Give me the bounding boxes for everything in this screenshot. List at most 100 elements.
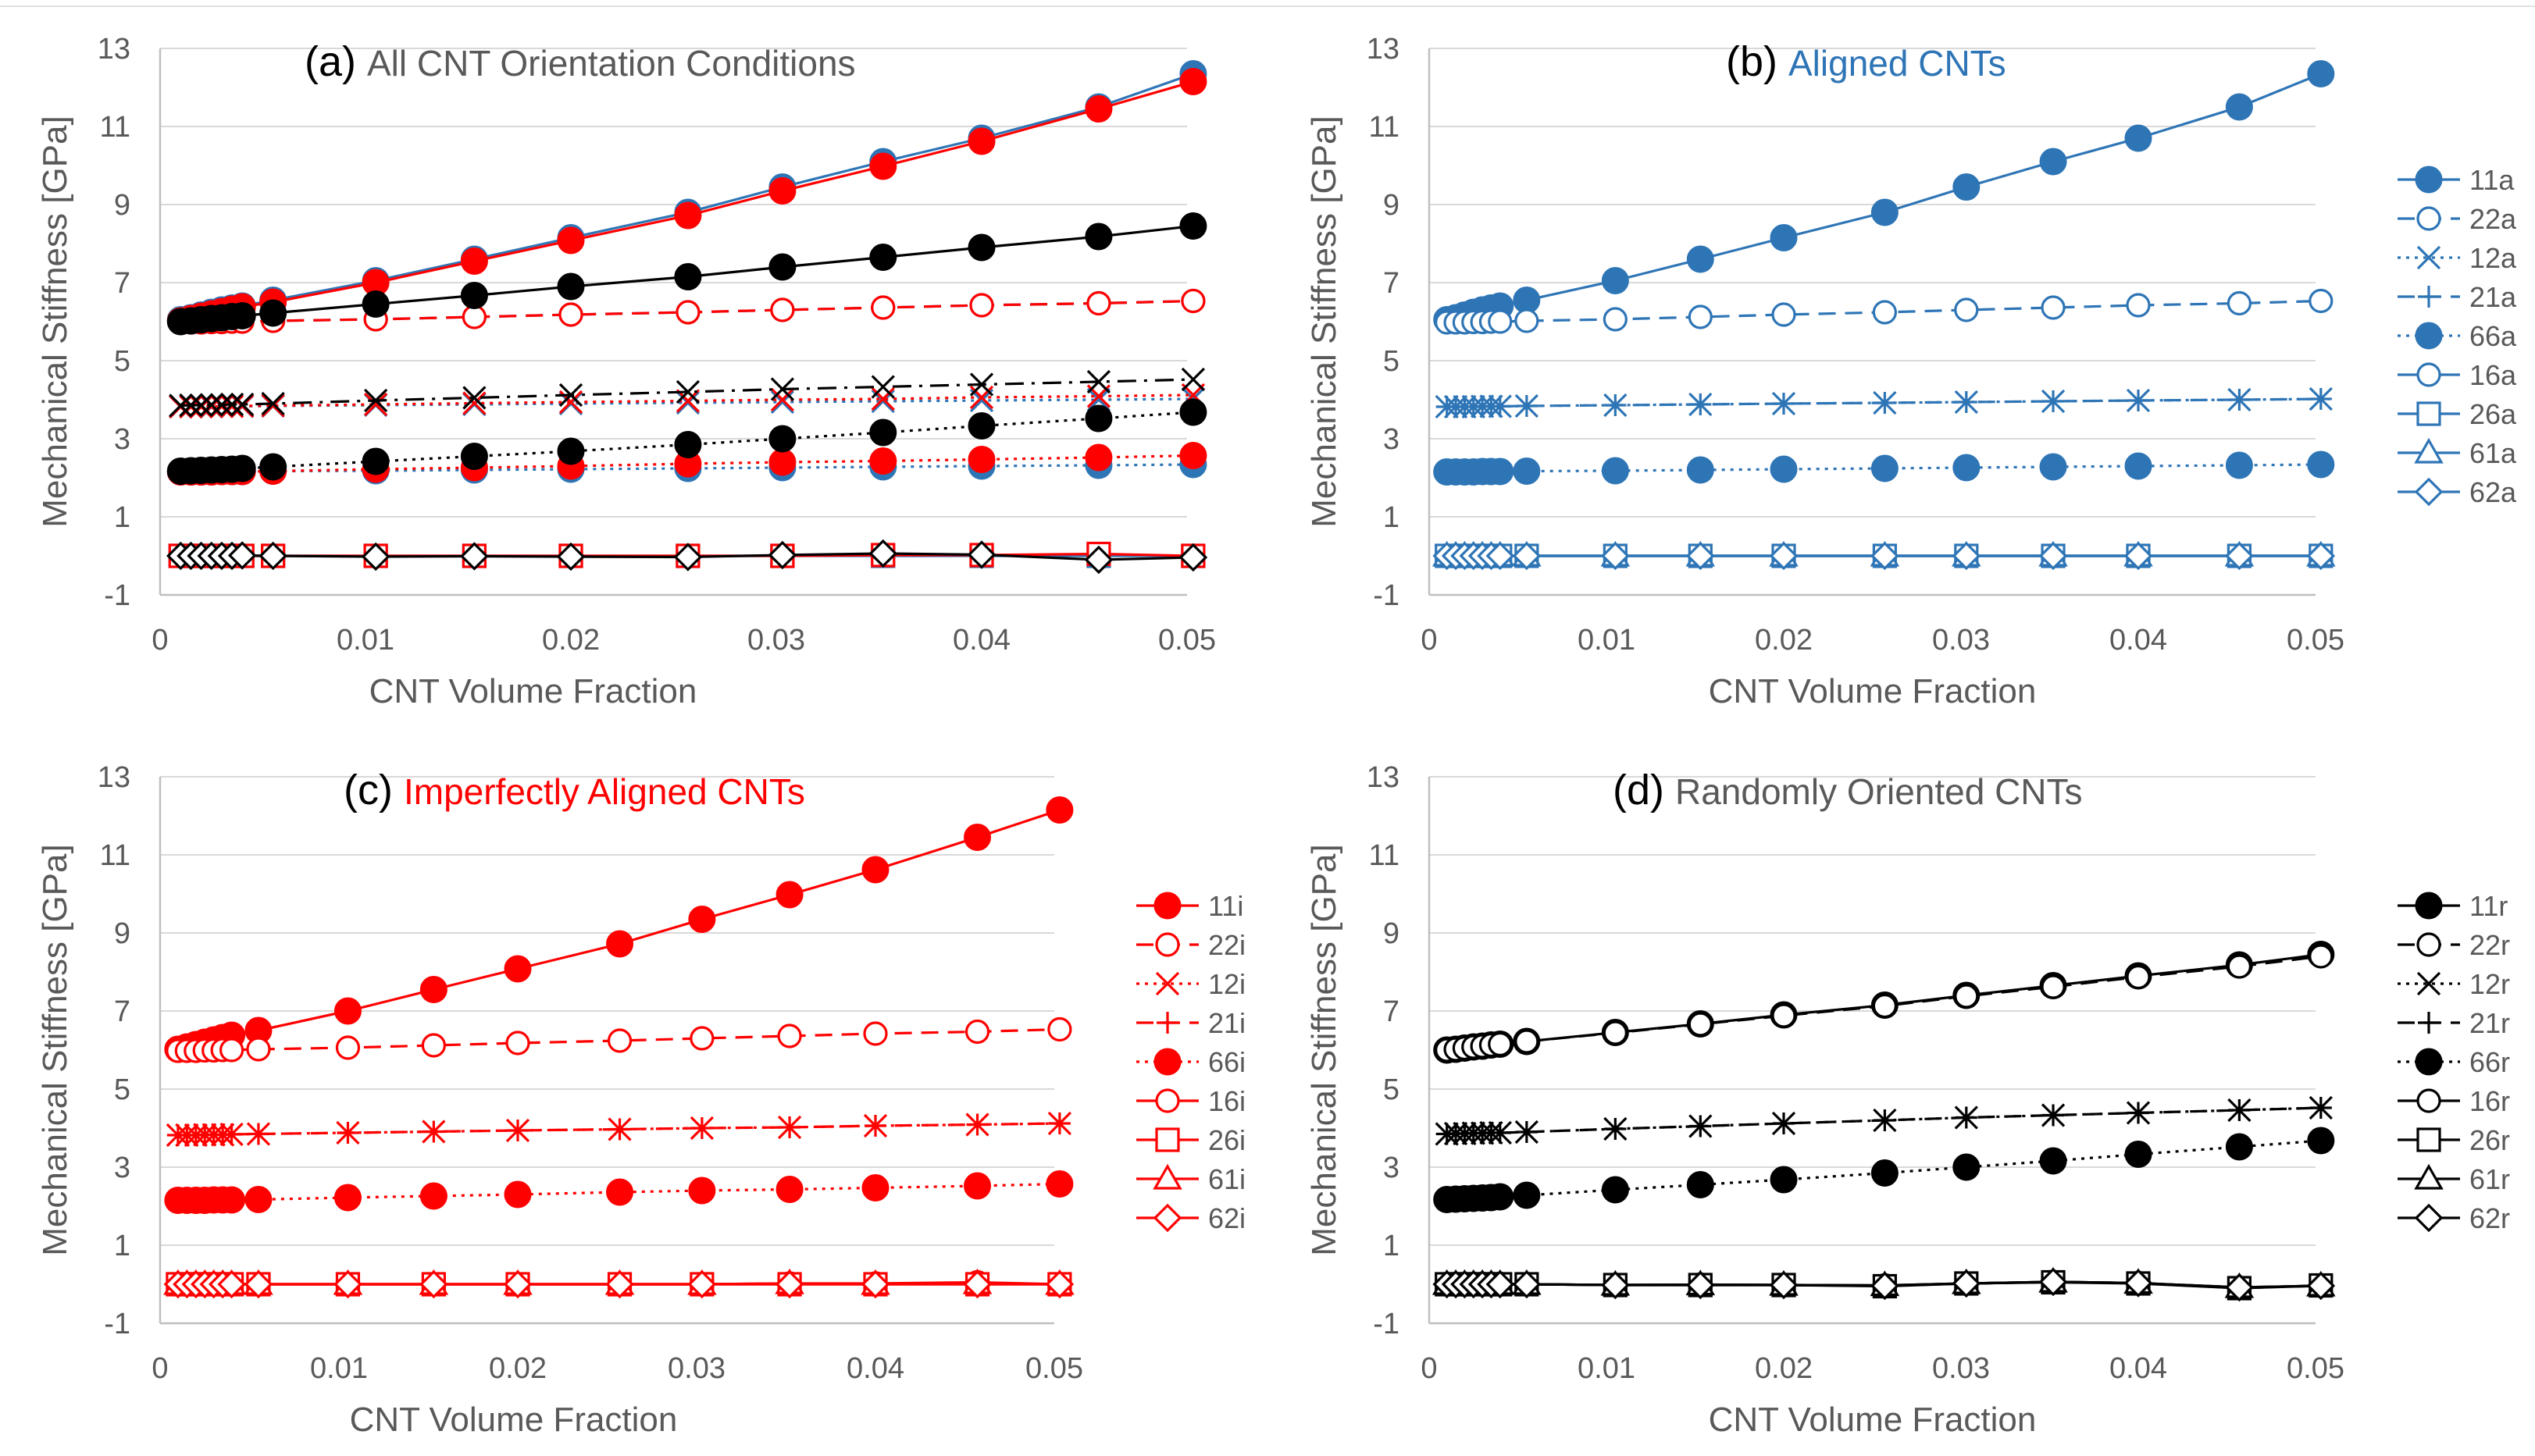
data-point (674, 201, 702, 230)
data-point (258, 541, 287, 571)
data-point (1870, 1271, 1899, 1301)
y-tick-label: 7 (114, 267, 130, 300)
legend: 11r 22r 12r 21r 66r 16r 26r 61r 62r (2398, 890, 2510, 1234)
data-point (2228, 389, 2251, 411)
data-point (209, 393, 234, 417)
data-point (1084, 545, 1114, 575)
data-point (968, 233, 996, 262)
data-point (1874, 1109, 1896, 1131)
data-point (2227, 954, 2252, 979)
legend-item: 21r (2398, 1007, 2510, 1039)
data-point (861, 1174, 890, 1201)
data-point (1686, 1171, 1714, 1198)
data-point (2227, 290, 2252, 316)
y-tick-label: 1 (114, 1230, 130, 1262)
legend-item: 12i (1136, 968, 1246, 1000)
data-point (968, 412, 996, 440)
data-point (1486, 1183, 1514, 1211)
data-point (2225, 451, 2253, 479)
data-point (246, 1037, 271, 1062)
data-point (244, 1269, 273, 1299)
data-point (1870, 541, 1899, 571)
legend-item: 26i (1136, 1124, 1246, 1156)
data-point (770, 377, 795, 401)
legend-swatch-marker (2416, 1127, 2441, 1152)
y-tick-label: 3 (1383, 423, 1399, 456)
data-point (462, 391, 487, 415)
data-point (863, 1021, 888, 1046)
chart-title: (c) Imperfectly Aligned CNTs (344, 767, 805, 813)
y-tick-label: 11 (100, 111, 130, 144)
legend-label: 26i (1208, 1124, 1246, 1156)
data-point (1086, 369, 1111, 394)
data-point (1773, 393, 1795, 415)
data-point (1048, 1112, 1071, 1134)
legend-item: 26r (2398, 1124, 2510, 1156)
series-21a (1435, 388, 2332, 418)
data-point (228, 454, 256, 482)
legend-swatch-marker (2416, 362, 2441, 387)
data-point (676, 390, 701, 415)
data-point (1512, 541, 1542, 571)
x-tick-label: 0.04 (847, 1352, 904, 1385)
data-point (220, 1123, 243, 1145)
legend-label: 16r (2469, 1085, 2510, 1117)
series-22i (166, 1016, 1072, 1063)
x-tick-label: 0 (152, 1352, 168, 1385)
data-point (1513, 457, 1541, 485)
legend-item: 12r (2398, 968, 2510, 1000)
series-66r (1433, 1127, 2335, 1213)
data-point (1604, 1118, 1627, 1140)
data-point (869, 447, 897, 475)
data-point (777, 1023, 802, 1048)
data-point (687, 1269, 717, 1299)
legend-label: 61a (2469, 437, 2517, 469)
x-tick-label: 0 (1421, 1352, 1437, 1385)
data-point (2307, 450, 2335, 479)
legend-swatch-marker (2415, 166, 2443, 194)
data-point (1512, 1269, 1542, 1299)
chart-title: (b) Aligned CNTs (1726, 38, 2006, 85)
legend-item: 22r (2398, 929, 2510, 961)
series-62i (163, 1269, 1075, 1299)
y-tick-label: -1 (1373, 1308, 1399, 1340)
data-point (1179, 442, 1207, 469)
data-point (259, 453, 287, 481)
data-point (1085, 95, 1113, 123)
x-tick-label: 0.05 (1158, 624, 1216, 657)
data-point (690, 1026, 715, 1051)
legend-label: 22a (2469, 203, 2517, 235)
data-point (244, 1186, 273, 1213)
data-point (1514, 308, 1539, 333)
data-point (868, 539, 898, 568)
data-point (1046, 1170, 1074, 1198)
data-point (1955, 391, 1977, 413)
data-point (1770, 1166, 1798, 1194)
data-point (1045, 1269, 1075, 1299)
legend-label: 21a (2469, 281, 2517, 313)
data-point (676, 300, 701, 325)
data-point (869, 244, 897, 271)
data-point (2228, 1099, 2251, 1121)
data-point (179, 393, 203, 418)
data-point (2123, 541, 2153, 571)
data-point (558, 302, 583, 327)
legend-label: 66a (2469, 320, 2517, 352)
legend-swatch-marker (2416, 206, 2441, 231)
data-point (770, 387, 795, 412)
legend-item: 22a (2398, 203, 2517, 235)
y-tick-label: 9 (1383, 917, 1399, 950)
data-point (364, 388, 388, 413)
legend-label: 26r (2469, 1124, 2510, 1156)
data-point (673, 543, 703, 571)
series-11a (1433, 60, 2335, 333)
legend: 11a 22a 12a 21a 66a 16a 26a 61a 62a (2398, 164, 2517, 508)
data-point (1046, 796, 1074, 824)
data-point (779, 1116, 801, 1138)
data-point (2039, 148, 2067, 176)
y-tick-label: 13 (98, 761, 130, 794)
x-tick-label: 0.04 (2109, 624, 2167, 657)
legend-swatch-marker (2414, 1203, 2444, 1233)
data-point (861, 1269, 890, 1299)
